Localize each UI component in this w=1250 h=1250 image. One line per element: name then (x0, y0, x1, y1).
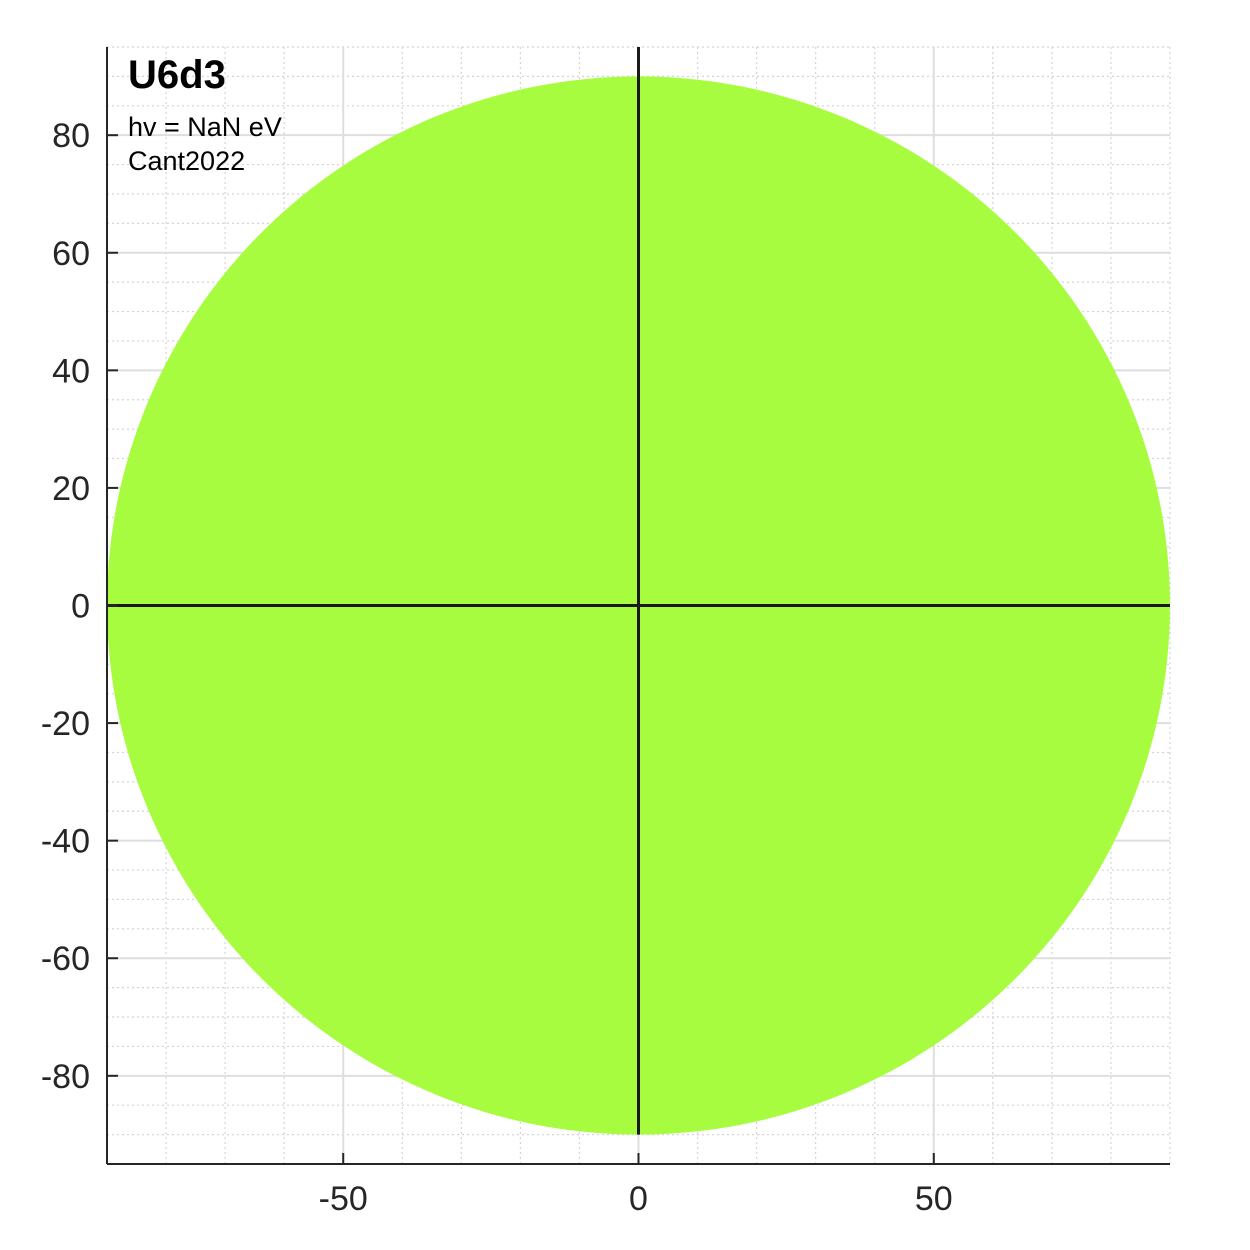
tick-labels: -50 0 50 80 60 40 20 0 -20 -40 -60 -80 (41, 117, 953, 1218)
y-tick-label: 40 (52, 352, 90, 390)
axes (106, 47, 1170, 1165)
x-tick-label: 50 (915, 1180, 953, 1218)
x-tick-label: 0 (629, 1180, 648, 1218)
data-layer (107, 47, 1170, 1135)
y-tick-label: 80 (52, 117, 90, 155)
y-tick-label: -60 (41, 940, 90, 978)
y-tick-label: 60 (52, 235, 90, 273)
annotation-source: Cant2022 (128, 146, 245, 176)
annotation-photon-energy: hv = NaN eV (128, 112, 282, 142)
y-tick-label: -20 (41, 705, 90, 743)
y-tick-label: -40 (41, 823, 90, 861)
y-tick-label: -80 (41, 1058, 90, 1096)
chart-title: U6d3 (128, 53, 226, 97)
y-tick-label: 0 (71, 588, 90, 626)
x-tick-label: -50 (319, 1180, 368, 1218)
y-tick-label: 20 (52, 470, 90, 508)
